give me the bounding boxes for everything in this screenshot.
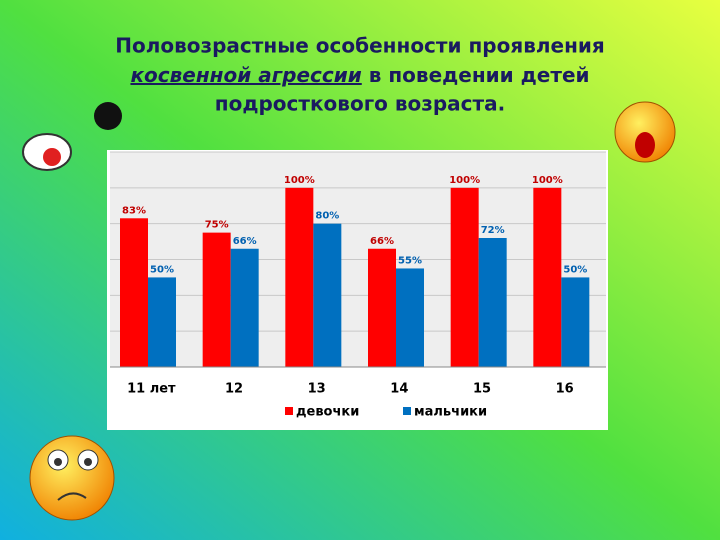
value-label: 50%: [150, 264, 174, 275]
bar: [285, 187, 314, 367]
bar: [148, 277, 176, 367]
title: подросткового возраста.: [215, 92, 505, 116]
legend-label: девочки: [296, 405, 359, 420]
bar: [313, 223, 342, 367]
bar: [450, 187, 479, 367]
bar: [368, 248, 396, 367]
title: косвенной агрессии в поведении детей: [130, 63, 589, 87]
chart: 83% 75% 100% 66% 100% 100% 50% 66% 80% 55% 72% 50% 1…: [110, 151, 606, 420]
bar: [396, 268, 424, 367]
value-label: 66%: [370, 236, 394, 247]
value-label: 100%: [532, 175, 563, 186]
value-label: 80%: [315, 211, 339, 222]
x-tick-label: 16: [556, 382, 574, 397]
legend-label: мальчики: [414, 405, 487, 420]
bar: [230, 248, 259, 367]
value-label: 50%: [563, 264, 587, 275]
title-emphasis: косвенной агрессии: [130, 63, 361, 87]
value-label: 83%: [122, 205, 146, 216]
bar: [533, 187, 562, 367]
bar: [202, 232, 231, 367]
value-label: 100%: [449, 175, 480, 186]
icon: [614, 101, 676, 163]
x-tick-label: 13: [308, 382, 326, 397]
icon: [22, 133, 72, 171]
value-label: 75%: [205, 220, 229, 231]
x-tick-label: 11 лет: [127, 382, 176, 397]
bar: [561, 277, 590, 367]
bar: [120, 218, 148, 367]
value-label: 55%: [398, 255, 422, 266]
value-label: 72%: [481, 225, 505, 236]
title: в поведении детей: [369, 63, 590, 87]
title: Половозрастные особенности проявления: [115, 34, 605, 58]
value-label: 100%: [284, 175, 315, 186]
icon: [94, 102, 122, 130]
legend-swatch: [285, 407, 293, 415]
legend-swatch: [403, 407, 411, 415]
x-tick-label: 12: [225, 382, 243, 397]
x-tick-label: 15: [473, 382, 491, 397]
x-tick-label: 14: [390, 382, 408, 397]
bar: [478, 238, 507, 367]
value-label: 66%: [233, 236, 257, 247]
icon: [29, 435, 115, 521]
